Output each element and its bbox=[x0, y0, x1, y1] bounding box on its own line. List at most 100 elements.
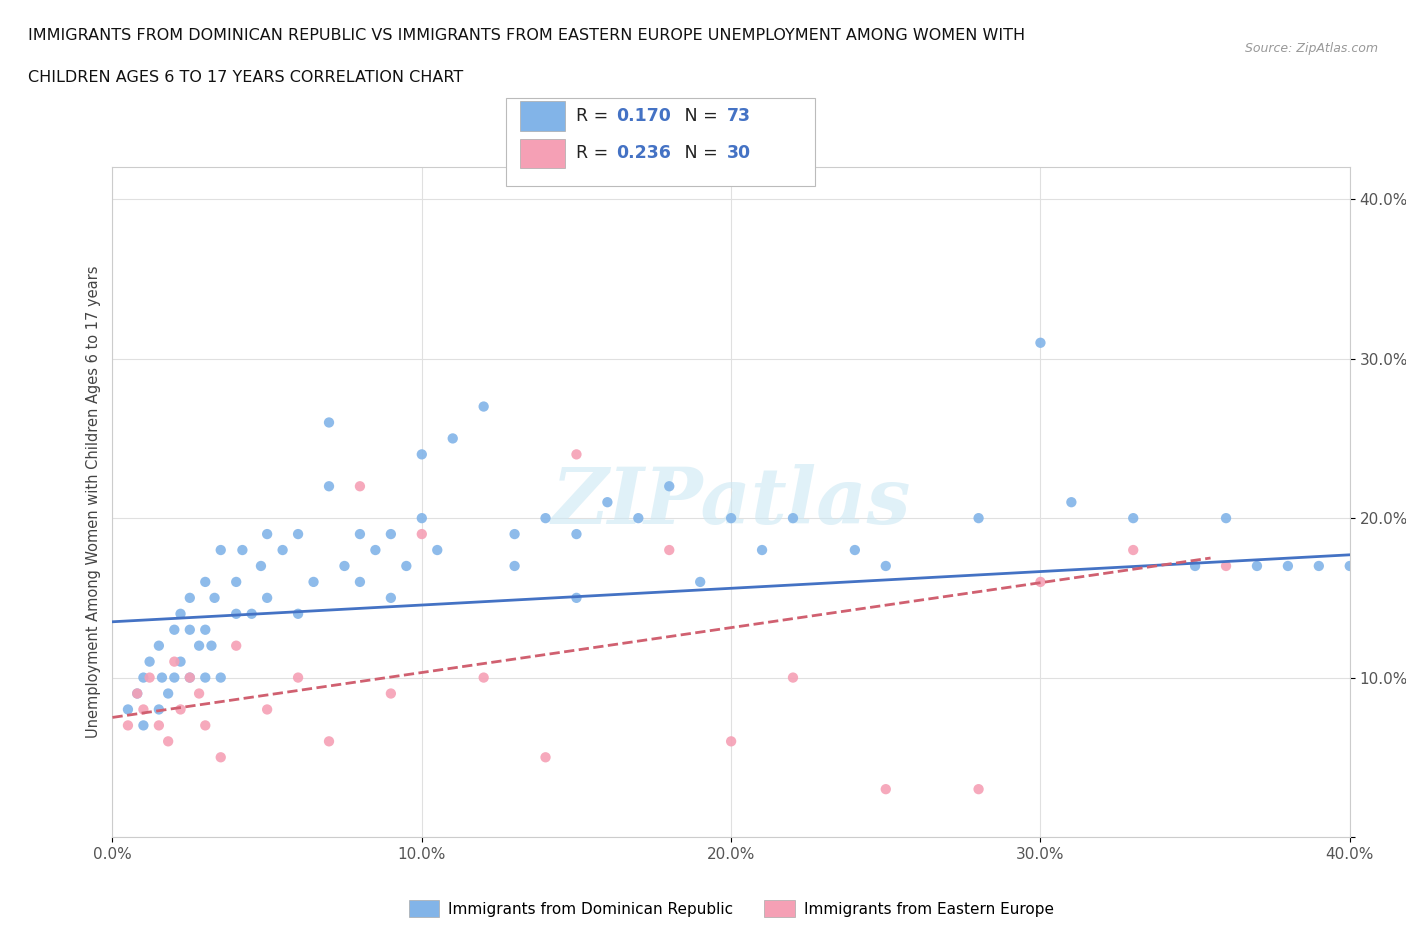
Point bbox=[411, 511, 433, 525]
Point bbox=[188, 638, 211, 653]
Point bbox=[751, 542, 773, 557]
Point bbox=[1029, 336, 1052, 351]
Point bbox=[194, 575, 217, 590]
Point bbox=[1308, 559, 1330, 574]
Point bbox=[194, 671, 217, 685]
Point bbox=[782, 671, 804, 685]
Point bbox=[138, 671, 160, 685]
Point bbox=[240, 606, 263, 621]
Point bbox=[1029, 575, 1052, 590]
Point bbox=[200, 638, 222, 653]
Point bbox=[1122, 511, 1144, 525]
Point bbox=[875, 559, 897, 574]
Point bbox=[194, 622, 217, 637]
Point bbox=[127, 686, 149, 701]
Point bbox=[148, 702, 170, 717]
Y-axis label: Unemployment Among Women with Children Ages 6 to 17 years: Unemployment Among Women with Children A… bbox=[86, 266, 101, 738]
Point bbox=[349, 575, 371, 590]
Point bbox=[333, 559, 356, 574]
Point bbox=[534, 750, 557, 764]
Point bbox=[844, 542, 866, 557]
Point bbox=[179, 671, 201, 685]
Point bbox=[117, 718, 139, 733]
Point bbox=[720, 734, 742, 749]
Point bbox=[302, 575, 325, 590]
Point bbox=[472, 671, 495, 685]
Point bbox=[163, 671, 186, 685]
Text: N =: N = bbox=[668, 144, 723, 163]
Point bbox=[318, 734, 340, 749]
Point bbox=[658, 479, 681, 494]
Point bbox=[287, 671, 309, 685]
Point bbox=[287, 606, 309, 621]
Point bbox=[782, 511, 804, 525]
Point bbox=[163, 654, 186, 669]
Point bbox=[364, 542, 387, 557]
Point bbox=[163, 622, 186, 637]
Point bbox=[472, 399, 495, 414]
Point bbox=[503, 526, 526, 541]
Point bbox=[204, 591, 226, 605]
Point bbox=[380, 526, 402, 541]
Point bbox=[256, 591, 278, 605]
Point bbox=[250, 559, 273, 574]
Text: R =: R = bbox=[576, 144, 614, 163]
Point bbox=[627, 511, 650, 525]
Point bbox=[179, 622, 201, 637]
Text: 30: 30 bbox=[727, 144, 751, 163]
Point bbox=[209, 542, 232, 557]
Point bbox=[967, 511, 990, 525]
Point bbox=[596, 495, 619, 510]
Point bbox=[318, 415, 340, 430]
Point bbox=[1246, 559, 1268, 574]
Point bbox=[720, 511, 742, 525]
Point bbox=[1339, 559, 1361, 574]
Point bbox=[689, 575, 711, 590]
Point bbox=[188, 686, 211, 701]
Point bbox=[565, 447, 588, 462]
Point bbox=[441, 431, 464, 445]
Point bbox=[256, 702, 278, 717]
Point bbox=[225, 606, 247, 621]
Text: 0.236: 0.236 bbox=[616, 144, 671, 163]
Point bbox=[411, 447, 433, 462]
Text: 0.170: 0.170 bbox=[616, 107, 671, 126]
Point bbox=[349, 526, 371, 541]
Point bbox=[157, 686, 180, 701]
Point bbox=[380, 686, 402, 701]
Point bbox=[169, 654, 191, 669]
Text: ZIPatlas: ZIPatlas bbox=[551, 464, 911, 540]
Point bbox=[148, 718, 170, 733]
Point bbox=[256, 526, 278, 541]
Point bbox=[426, 542, 449, 557]
Legend: Immigrants from Dominican Republic, Immigrants from Eastern Europe: Immigrants from Dominican Republic, Immi… bbox=[402, 895, 1060, 923]
Point bbox=[179, 591, 201, 605]
Point bbox=[169, 702, 191, 717]
Text: CHILDREN AGES 6 TO 17 YEARS CORRELATION CHART: CHILDREN AGES 6 TO 17 YEARS CORRELATION … bbox=[28, 70, 464, 85]
Point bbox=[132, 671, 155, 685]
Point bbox=[225, 575, 247, 590]
Point bbox=[179, 671, 201, 685]
Point bbox=[565, 526, 588, 541]
Text: 73: 73 bbox=[727, 107, 751, 126]
Point bbox=[395, 559, 418, 574]
Point bbox=[225, 638, 247, 653]
Text: Source: ZipAtlas.com: Source: ZipAtlas.com bbox=[1244, 42, 1378, 55]
Point bbox=[117, 702, 139, 717]
Point bbox=[1215, 559, 1237, 574]
Text: R =: R = bbox=[576, 107, 614, 126]
Point bbox=[231, 542, 253, 557]
Point bbox=[1060, 495, 1083, 510]
Point bbox=[132, 702, 155, 717]
Point bbox=[349, 479, 371, 494]
Point bbox=[138, 654, 160, 669]
Point bbox=[150, 671, 173, 685]
Point bbox=[148, 638, 170, 653]
Point bbox=[194, 718, 217, 733]
Text: IMMIGRANTS FROM DOMINICAN REPUBLIC VS IMMIGRANTS FROM EASTERN EUROPE UNEMPLOYMEN: IMMIGRANTS FROM DOMINICAN REPUBLIC VS IM… bbox=[28, 28, 1025, 43]
Point bbox=[1277, 559, 1299, 574]
Point bbox=[875, 782, 897, 797]
Point bbox=[271, 542, 294, 557]
Text: N =: N = bbox=[668, 107, 723, 126]
Point bbox=[380, 591, 402, 605]
